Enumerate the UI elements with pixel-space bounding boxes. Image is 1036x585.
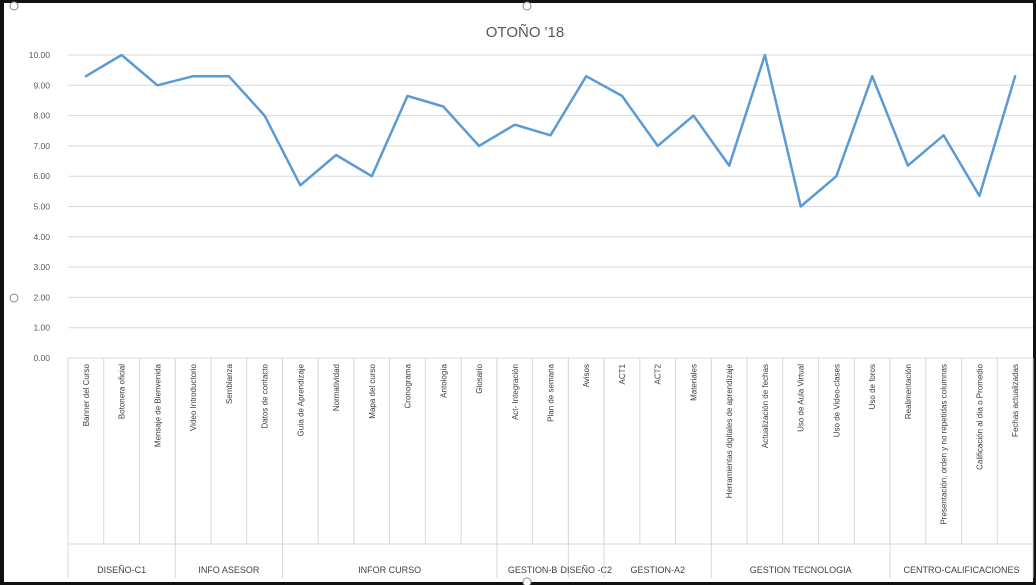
x-tick-label: Avisos [582,364,591,387]
x-tick-label: Uso de Video-clases [832,364,841,437]
x-tick-label: Datos de contacto [261,363,270,428]
resize-handle[interactable] [522,577,532,585]
y-tick-label: 10.00 [29,50,51,60]
x-group-label: DISEÑO -C2 [560,565,612,575]
x-group-label: GESTION-B [508,565,558,575]
x-tick-label: Glosario [475,363,484,393]
x-group-label: GESTION-A2 [630,565,685,575]
x-tick-label: Botonera oficial [118,364,127,419]
y-tick-label: 5.00 [33,202,50,212]
series-line [84,53,1017,208]
x-group-label: DISEÑO-C1 [97,565,146,575]
series [84,53,1017,208]
x-tick-label: Calificación al día o Promedio [975,363,984,469]
x-tick-label: Presentación, orden y no repetidas colum… [940,364,949,525]
y-tick-label: 0.00 [33,353,50,363]
x-group-label: INFO ASESOR [198,565,260,575]
x-tick-label: Video Introductorio [189,363,198,431]
y-tick-label: 1.00 [33,323,50,333]
x-group-label: INFOR CURSO [358,565,421,575]
x-group-label: CENTRO-CALIFICACIONES [904,565,1020,575]
y-tick-label: 8.00 [33,111,50,121]
x-tick-label: Materiales [689,364,698,401]
x-tick-label: Herramientas digitales de aprendizaje [725,363,734,498]
x-tick-label: Act- Integración [511,364,520,420]
x-tick-label: Banner del Curso [82,363,91,426]
y-tick-label: 6.00 [33,171,50,181]
x-tick-label: Realimentación [904,364,913,419]
x-tick-label: Semblanza [225,363,234,404]
x-tick-label: ACT1 [618,363,627,384]
x-tick-label: Fechas actualizadas [1011,364,1020,437]
y-axis-ticks: 0.00 1.00 2.00 3.00 4.00 5.00 6.00 7.00 8.00 9.00… [29,50,51,363]
x-tick-label: Uso de Aula Virtual [797,364,806,432]
x-tick-label: Plan de semana [547,363,556,421]
resize-handle[interactable] [522,1,532,11]
x-group-label: GESTION TECNOLOGIA [750,565,852,575]
resize-handle[interactable] [9,1,19,11]
x-tick-label: Normatividad [332,364,341,411]
x-tick-label: Mapa del curso [368,363,377,418]
y-tick-label: 3.00 [33,262,50,272]
y-tick-label: 7.00 [33,141,50,151]
chart-title: OTOÑO '18 [486,24,564,41]
gridlines [68,54,1033,359]
x-tick-label: ACT2 [654,363,663,384]
x-tick-label: Cronograma [404,363,413,408]
x-tick-label: Uso de foros [868,364,877,409]
x-tick-label: Guía de Aprendizaje [296,363,305,436]
x-tick-label: Mensaje de Bienvenida [153,363,162,447]
x-axis: Banner del Curso Botonera oficial Mensaje … [67,358,1034,578]
resize-handle[interactable] [9,293,19,303]
x-tick-label: Antología [439,363,448,397]
selection-handles [9,1,532,585]
y-tick-label: 9.00 [33,80,50,90]
y-tick-label: 2.00 [33,292,50,302]
y-tick-label: 4.00 [33,232,50,242]
x-tick-label: Actualización de fechas [761,364,770,448]
